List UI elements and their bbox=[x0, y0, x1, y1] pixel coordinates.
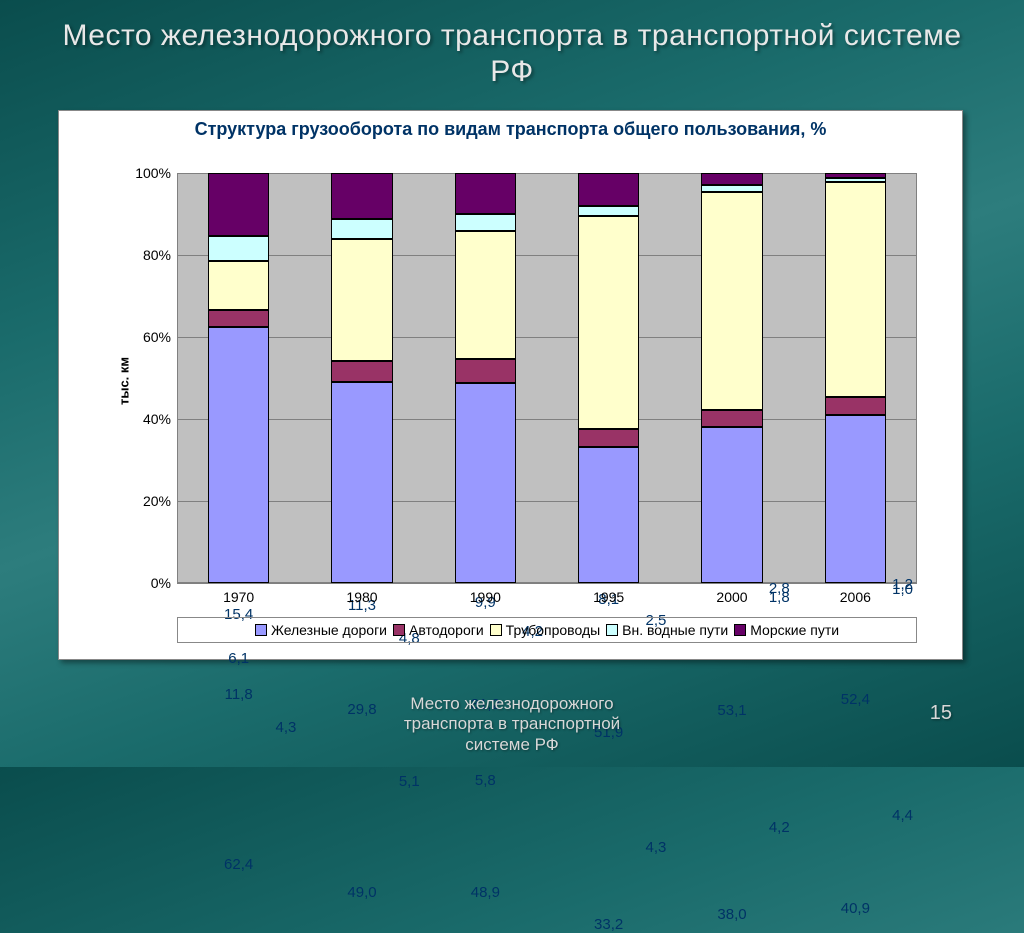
bar-segment bbox=[208, 310, 270, 328]
x-tick-label: 1995 bbox=[593, 589, 624, 605]
data-label: 4,4 bbox=[892, 807, 913, 824]
bar-segment bbox=[825, 178, 887, 182]
data-label: 4,3 bbox=[645, 839, 666, 856]
bar-segment bbox=[825, 173, 887, 178]
y-tick-label: 40% bbox=[143, 411, 171, 427]
data-label: 5,1 bbox=[399, 773, 420, 790]
plot-background bbox=[177, 173, 917, 583]
page-number: 15 bbox=[930, 702, 952, 725]
bar-segment bbox=[701, 427, 763, 583]
slide-title: Место железнодорожного транспорта в тран… bbox=[0, 0, 1024, 100]
bar-segment bbox=[455, 173, 517, 214]
legend-label: Автодороги bbox=[409, 622, 484, 638]
data-label: 11,8 bbox=[225, 686, 253, 703]
bar-segment bbox=[455, 383, 517, 583]
legend-item: Железные дороги bbox=[255, 622, 387, 638]
data-label: 29,8 bbox=[347, 701, 376, 718]
plot-region: 0%20%40%60%80%100%62,44,311,86,115,41970… bbox=[177, 173, 917, 583]
bar-segment bbox=[455, 214, 517, 231]
data-label: 49,0 bbox=[347, 884, 376, 901]
grid-line bbox=[177, 173, 917, 174]
grid-line bbox=[177, 583, 917, 584]
data-label: 4,2 bbox=[769, 819, 790, 836]
grid-line bbox=[177, 501, 917, 502]
bar-segment bbox=[578, 206, 640, 216]
bar-segment bbox=[208, 327, 270, 583]
data-label: 48,9 bbox=[471, 884, 500, 901]
legend-swatch bbox=[490, 624, 502, 636]
data-label: 6,1 bbox=[228, 650, 249, 667]
bar-segment bbox=[331, 382, 393, 583]
data-label: 40,9 bbox=[841, 900, 870, 917]
legend-swatch bbox=[393, 624, 405, 636]
legend-swatch bbox=[255, 624, 267, 636]
legend-swatch bbox=[734, 624, 746, 636]
bar-segment bbox=[701, 410, 763, 427]
bar-segment bbox=[208, 173, 270, 236]
legend-label: Вн. водные пути bbox=[622, 622, 728, 638]
bar-segment bbox=[701, 173, 763, 184]
data-label: 2,8 bbox=[769, 580, 790, 597]
grid-line bbox=[177, 255, 917, 256]
bar-segment bbox=[331, 219, 393, 239]
legend-item: Автодороги bbox=[393, 622, 484, 638]
data-label: 5,8 bbox=[475, 772, 496, 789]
legend: Железные дороги Автодороги Трубопроводы Вн.… bbox=[177, 617, 917, 643]
y-tick-label: 60% bbox=[143, 329, 171, 345]
bar-segment bbox=[825, 397, 887, 415]
bar-segment bbox=[578, 173, 640, 206]
data-label: 62,4 bbox=[224, 856, 253, 873]
data-label: 1,2 bbox=[892, 576, 913, 593]
y-tick-label: 100% bbox=[135, 165, 171, 181]
bar-segment bbox=[208, 261, 270, 309]
bar-segment bbox=[578, 216, 640, 429]
x-tick-label: 2006 bbox=[840, 589, 871, 605]
legend-item: Вн. водные пути bbox=[606, 622, 728, 638]
bar-segment bbox=[208, 236, 270, 261]
y-tick-label: 80% bbox=[143, 247, 171, 263]
legend-label: Железные дороги bbox=[271, 622, 387, 638]
x-tick-label: 1970 bbox=[223, 589, 254, 605]
legend-label: Морские пути bbox=[750, 622, 839, 638]
data-label: 38,0 bbox=[717, 906, 746, 923]
bar-segment bbox=[825, 182, 887, 397]
data-label: 33,2 bbox=[594, 916, 623, 933]
x-tick-label: 2000 bbox=[716, 589, 747, 605]
footer-caption: Место железнодорожноготранспорта в транс… bbox=[404, 694, 620, 755]
legend-item: Морские пути bbox=[734, 622, 839, 638]
bar-segment bbox=[455, 231, 517, 359]
bar-segment bbox=[825, 415, 887, 583]
y-tick-label: 0% bbox=[151, 575, 171, 591]
data-label: 52,4 bbox=[841, 691, 870, 708]
bar-segment bbox=[701, 192, 763, 410]
bar-segment bbox=[701, 185, 763, 192]
bar-segment bbox=[578, 447, 640, 583]
bar-segment bbox=[455, 359, 517, 383]
chart-container: Структура грузооборота по видам транспор… bbox=[58, 110, 963, 660]
x-tick-label: 1980 bbox=[346, 589, 377, 605]
bar-segment bbox=[578, 429, 640, 447]
grid-line bbox=[177, 337, 917, 338]
legend-item: Трубопроводы bbox=[490, 622, 601, 638]
x-tick-label: 1990 bbox=[470, 589, 501, 605]
legend-swatch bbox=[606, 624, 618, 636]
data-label: 4,3 bbox=[275, 719, 296, 736]
bar-segment bbox=[331, 361, 393, 382]
y-tick-label: 20% bbox=[143, 493, 171, 509]
y-axis-title: тыс. км bbox=[117, 357, 132, 405]
data-label: 53,1 bbox=[717, 702, 746, 719]
bar-segment bbox=[331, 239, 393, 361]
chart-title: Структура грузооборота по видам транспор… bbox=[59, 111, 962, 145]
legend-label: Трубопроводы bbox=[506, 622, 601, 638]
bar-segment bbox=[331, 173, 393, 219]
grid-line bbox=[177, 419, 917, 420]
